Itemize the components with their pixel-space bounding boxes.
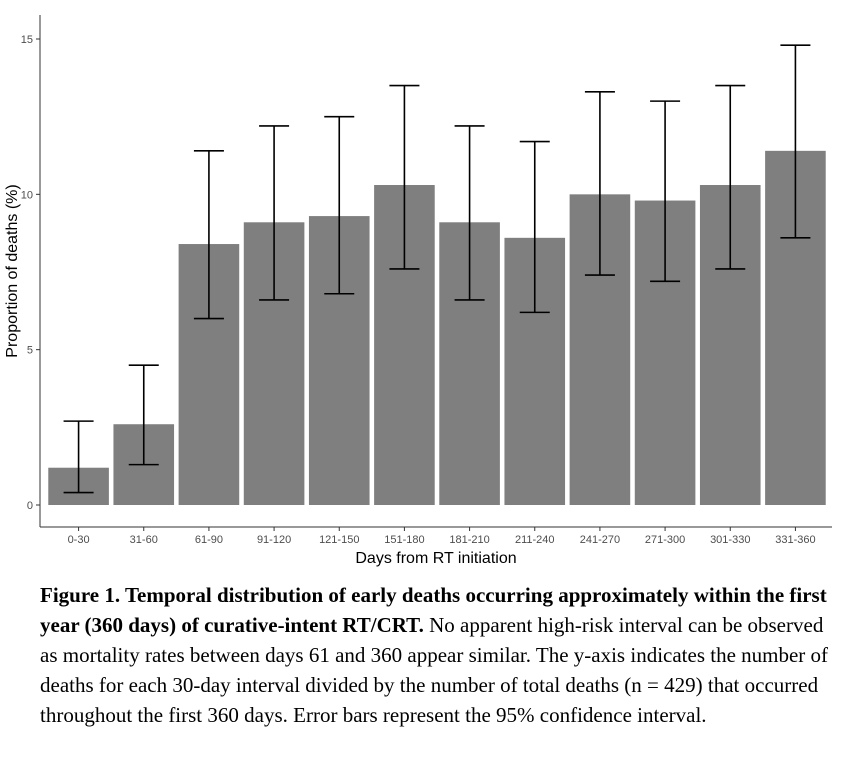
x-axis-title: Days from RT initiation xyxy=(355,550,516,567)
error-bar-151-180 xyxy=(389,84,420,270)
error-bars-layer xyxy=(63,44,811,494)
y-axis-title: Proportion of deaths (%) xyxy=(4,184,21,357)
error-bar-211-240 xyxy=(519,140,550,314)
bar-chart: 0 5 10 15 0-30 31-60 61-90 91-120 121-150 151-18… xyxy=(4,15,832,567)
error-bar-181-210 xyxy=(454,125,485,301)
error-bar-0-30 xyxy=(63,420,94,494)
caption-body: No apparent high-risk interval can be ob… xyxy=(40,613,829,727)
x-tick-label: 331-360 xyxy=(775,534,815,546)
error-bar-301-330 xyxy=(715,84,746,270)
error-bar-331-360 xyxy=(780,44,811,239)
error-bar-61-90 xyxy=(193,150,224,320)
x-tick-label: 0-30 xyxy=(68,534,90,546)
caption-title: Figure 1. Temporal distribution of early… xyxy=(40,583,827,637)
y-tick-label: 0 xyxy=(27,500,33,512)
figure-caption: Figure 1. Temporal distribution of early… xyxy=(40,580,845,730)
x-tick-label: 31-60 xyxy=(130,534,158,546)
error-bar-121-150 xyxy=(324,115,355,295)
x-tick-label: 91-120 xyxy=(257,534,291,546)
error-bar-91-120 xyxy=(259,125,290,301)
x-tick-label: 151-180 xyxy=(384,534,424,546)
y-tick-label: 10 xyxy=(21,189,33,201)
bars-layer xyxy=(48,150,826,506)
x-tick-label: 121-150 xyxy=(319,534,359,546)
x-ticks-layer: 0-30 31-60 61-90 91-120 121-150 151-180 181-21… xyxy=(68,527,816,546)
y-ticks-layer: 0 5 10 15 xyxy=(21,34,40,512)
y-tick-label: 5 xyxy=(27,345,33,357)
x-tick-label: 181-210 xyxy=(449,534,489,546)
x-tick-label: 211-240 xyxy=(515,534,555,546)
x-tick-label: 271-300 xyxy=(645,534,685,546)
x-tick-label: 241-270 xyxy=(580,534,620,546)
x-tick-label: 301-330 xyxy=(710,534,750,546)
error-bar-31-60 xyxy=(128,364,159,466)
y-tick-label: 15 xyxy=(21,34,33,46)
error-bar-241-270 xyxy=(584,91,615,276)
x-tick-label: 61-90 xyxy=(195,534,223,546)
error-bar-271-300 xyxy=(650,100,681,283)
